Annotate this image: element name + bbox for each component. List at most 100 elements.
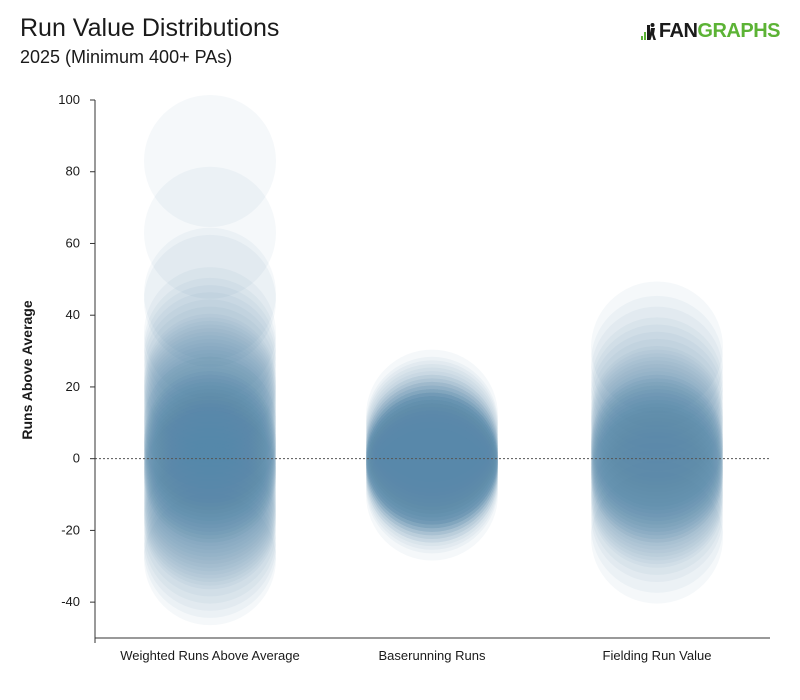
data-point bbox=[144, 371, 276, 504]
data-point bbox=[366, 407, 498, 540]
data-point bbox=[144, 378, 276, 511]
data-point bbox=[591, 378, 723, 511]
data-point bbox=[591, 381, 723, 514]
data-point bbox=[144, 277, 276, 410]
data-point bbox=[366, 378, 498, 511]
data-point bbox=[144, 403, 276, 536]
data-point bbox=[144, 385, 276, 518]
data-point bbox=[144, 464, 276, 597]
data-point bbox=[366, 403, 498, 536]
data-point bbox=[144, 478, 276, 611]
data-point bbox=[591, 414, 723, 547]
axis-layer: 100 80 60 40 20 0 -20 -40 Weighted Runs Above Av… bbox=[58, 92, 770, 663]
data-point bbox=[591, 407, 723, 540]
data-point bbox=[144, 381, 276, 514]
data-point bbox=[144, 471, 276, 604]
points-layer bbox=[144, 94, 723, 626]
x-category-label: Baserunning Runs bbox=[379, 648, 486, 663]
data-point bbox=[591, 356, 723, 489]
data-point bbox=[144, 417, 276, 550]
data-point bbox=[591, 403, 723, 536]
data-point bbox=[144, 356, 276, 489]
data-point bbox=[144, 399, 276, 532]
data-point bbox=[144, 399, 276, 532]
data-point bbox=[366, 396, 498, 529]
data-point bbox=[366, 389, 498, 522]
data-point bbox=[366, 356, 498, 489]
data-point bbox=[144, 227, 276, 360]
data-point bbox=[366, 385, 498, 518]
data-point bbox=[591, 471, 723, 604]
y-tick-label: 40 bbox=[66, 307, 80, 322]
y-tick-label: 80 bbox=[66, 164, 80, 179]
data-point bbox=[591, 403, 723, 536]
data-point bbox=[366, 385, 498, 518]
data-point bbox=[366, 399, 498, 532]
data-point bbox=[144, 317, 276, 450]
data-point bbox=[591, 331, 723, 464]
data-point bbox=[366, 403, 498, 536]
data-point bbox=[144, 421, 276, 554]
data-point bbox=[366, 389, 498, 522]
data-point bbox=[144, 396, 276, 529]
data-point bbox=[591, 338, 723, 471]
data-point bbox=[144, 356, 276, 489]
data-point bbox=[591, 317, 723, 450]
data-point bbox=[366, 396, 498, 529]
data-point bbox=[144, 166, 276, 299]
data-point bbox=[144, 360, 276, 493]
data-point bbox=[144, 446, 276, 579]
data-point bbox=[144, 407, 276, 540]
data-point bbox=[144, 407, 276, 540]
data-point bbox=[366, 428, 498, 561]
logo-text-fan: FAN bbox=[658, 20, 698, 42]
data-point bbox=[144, 313, 276, 446]
data-point bbox=[591, 385, 723, 518]
data-point bbox=[366, 410, 498, 543]
data-point bbox=[144, 94, 276, 227]
data-point bbox=[591, 389, 723, 522]
data-point bbox=[591, 349, 723, 482]
data-point bbox=[591, 371, 723, 504]
data-point bbox=[591, 346, 723, 479]
data-point bbox=[144, 392, 276, 525]
data-point bbox=[144, 442, 276, 575]
data-point bbox=[144, 403, 276, 536]
data-point bbox=[144, 331, 276, 464]
data-point bbox=[366, 360, 498, 493]
data-point bbox=[366, 378, 498, 511]
data-point bbox=[591, 385, 723, 518]
data-point bbox=[366, 407, 498, 540]
data-point bbox=[144, 435, 276, 568]
data-point bbox=[366, 417, 498, 550]
y-tick-label: 20 bbox=[66, 379, 80, 394]
data-point bbox=[366, 381, 498, 514]
data-point bbox=[144, 353, 276, 486]
data-point bbox=[144, 410, 276, 543]
data-point bbox=[366, 396, 498, 529]
data-point bbox=[144, 396, 276, 529]
data-point bbox=[591, 374, 723, 507]
data-point bbox=[591, 399, 723, 532]
data-point bbox=[591, 363, 723, 496]
y-tick-label: 100 bbox=[58, 92, 80, 107]
data-point bbox=[144, 349, 276, 482]
y-tick-label: -20 bbox=[61, 522, 80, 537]
data-point bbox=[144, 267, 276, 400]
data-point bbox=[144, 338, 276, 471]
data-point bbox=[144, 367, 276, 500]
fangraphs-logo: FAN GRAPHS bbox=[640, 20, 780, 43]
data-point bbox=[144, 485, 276, 618]
data-point bbox=[591, 432, 723, 565]
data-point bbox=[366, 399, 498, 532]
data-point bbox=[366, 389, 498, 522]
x-category-label: Weighted Runs Above Average bbox=[120, 648, 299, 663]
data-point bbox=[366, 381, 498, 514]
data-point bbox=[144, 392, 276, 525]
y-tick-label: 60 bbox=[66, 235, 80, 250]
chart-title: Run Value Distributions bbox=[20, 14, 280, 42]
data-point bbox=[144, 424, 276, 557]
data-point bbox=[591, 428, 723, 561]
data-point bbox=[366, 396, 498, 529]
data-point bbox=[144, 374, 276, 507]
